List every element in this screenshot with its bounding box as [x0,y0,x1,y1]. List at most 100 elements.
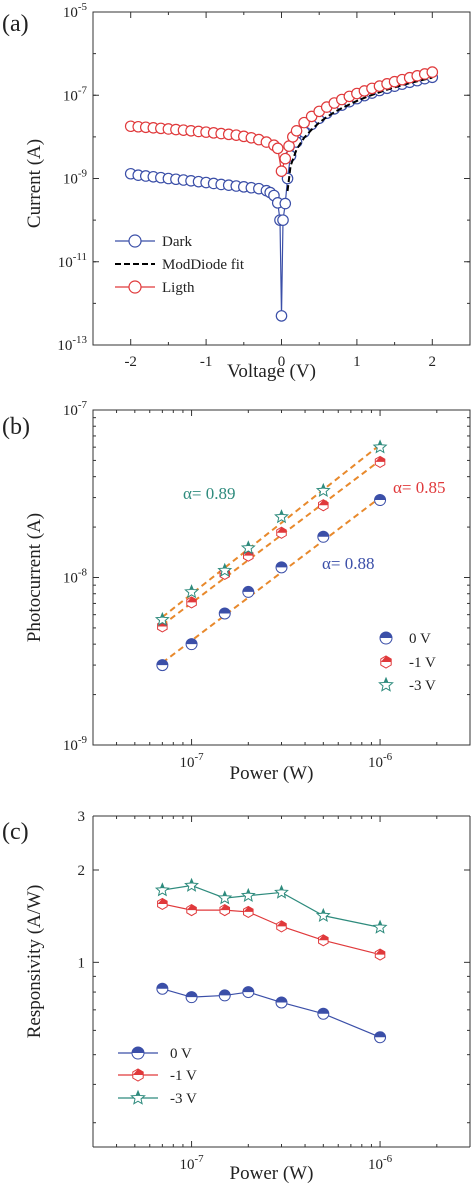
panel-c-point-2-0 [154,882,170,897]
panel-b-point-2-1-fill [185,585,198,590]
panel-b-point-2-1-outline [184,584,199,599]
panel-c-legend-marker-2 [130,1089,146,1105]
panel-c-point-2-4-outline [274,884,289,899]
panel-c-point-2-6-outline [372,919,388,934]
panel-b-point-2-5 [315,482,331,497]
panel-c-point-0-3 [242,986,255,999]
panel-b-point-1-4-fill [276,527,287,533]
panel-a-point-2-22 [279,152,292,165]
panel-b-point-2-3-fill [242,541,255,546]
panel-b-point-0-3 [242,585,255,598]
panel-b-point-2-0 [154,611,170,626]
panel-a-point-0-24 [277,214,289,226]
panel-c-point-0-4 [275,996,288,1009]
panel-a-point-2-43 [426,66,439,78]
panel-c-point-0-0 [156,982,169,995]
panel-a-point-2-43-shape [426,66,439,78]
panel-c-point-2-4-fill [275,885,288,891]
panel-c-point-0-3-fill [242,986,254,993]
panel-b-point-2-3-outline [240,540,256,555]
panel-c-point-1-4 [276,920,287,933]
panel-c-xtick-label-1: 10-6 [368,1153,393,1173]
panel-c-point-2-5-fill [317,909,330,914]
panel-b-point-2-2-fill [218,564,231,569]
panel-b-xtick-label-1: 10-6 [368,751,393,771]
panel-c-label: (c) [2,819,29,845]
panel-a-point-0-23-shape [275,310,288,322]
panel-c-point-2-0-fill [156,883,169,889]
panel-b-point-0-1-fill [186,638,198,645]
panel-b-point-2-5-fill [317,484,330,489]
panel-a-ytick-label-4: 10-5 [63,1,88,21]
panel-a-point-2-26-shape [298,116,310,129]
panel-c-xtick-label-0: 10-7 [179,1153,204,1173]
panel-b-annotation-1: α= 0.85 [393,478,446,497]
panel-b-point-1-6 [374,455,386,468]
panel-b-ytick-label-2: 10-7 [63,399,88,419]
panel-a-ytick-label-2: 10-9 [63,168,88,188]
panel-b-legend-marker-1 [380,655,392,669]
panel-b-point-2-2-outline [217,562,233,577]
panel-c-point-2-3-fill [242,889,255,894]
panel-b-point-1-6-fill [375,456,385,462]
panel-a-point-0-25-shape [279,197,292,210]
panel-c-point-2-3 [240,887,256,902]
panel-b-ytick-label-1: 10-8 [63,567,88,587]
panel-c-legend-marker-1 [132,1068,144,1082]
panel-b-point-2-4-fill [275,510,288,515]
panel-b-ylabel: Photocurrent (A) [24,513,45,642]
panel-a-point-0-24-shape [277,214,289,226]
panel-c-point-0-5 [317,1007,330,1020]
panel-c-point-2-6 [372,919,388,934]
panel-c-point-2-6-fill [373,920,387,926]
panel-c-legend-label-0: 0 V [170,1046,192,1062]
panel-b-point-1-0-fill [157,620,168,627]
panel-c-point-1-3 [243,905,254,919]
panel-a-point-2-20-shape [271,142,284,155]
panel-a-legend-label-0: Dark [162,234,192,250]
panel-c-point-1-4-fill [276,920,287,927]
panel-a-point-0-25 [279,197,292,210]
panel-a-legend-label-1: ModDiode fit [162,257,245,273]
panel-c-point-1-3-fill [243,906,254,912]
panel-b-legend-marker-2 [378,676,394,692]
panel-b-point-0-6 [374,494,387,507]
panel-b-point-0-1 [185,638,198,651]
panel-c-point-0-1-fill [186,991,198,998]
panel-b-point-2-1 [184,584,199,599]
panel-c-point-2-5 [315,907,331,922]
panel-b-point-2-4 [274,509,289,524]
panel-a-ytick-label-3: 10-7 [63,84,88,104]
panel-b-legend-label-2: -3 V [409,678,436,694]
panel-b-point-2-3 [240,540,256,555]
panel-b-legend-label-1: -1 V [409,655,436,671]
panel-b-ytick-label-0: 10-9 [63,734,88,754]
panel-a-point-2-25 [290,124,303,137]
panel-a-point-2-21 [275,165,288,177]
panel-c-point-1-2-fill [219,904,230,911]
panel-a-point-2-22-shape [279,152,292,165]
panel-b-point-0-0 [156,659,169,672]
panel-b-point-1-5 [318,499,329,512]
panel-c-legend-marker-0 [131,1046,145,1060]
panel-a-xlabel: Voltage (V) [227,361,316,382]
panel-b-point-0-3-fill [242,586,254,592]
panel-c-legend-label-1: -1 V [170,1068,197,1084]
panel-b-fit-line-1 [161,459,381,626]
panel-c-point-0-5-fill [317,1008,329,1014]
panel-b-annotation-0: α= 0.89 [183,484,236,503]
panel-c-point-1-1 [186,904,197,917]
panel-a-xtick-label-2: 0 [278,354,286,370]
panel-b-point-2-2 [217,562,233,577]
panel-a-point-0-26 [281,172,294,185]
panel-b-legend-label-0: 0 V [409,631,431,647]
panel-b-legend-marker-0 [379,631,393,645]
panel-c-point-1-0 [157,897,168,911]
panel-c-point-1-5 [318,934,329,947]
panel-a-legend-marker-2 [128,280,142,294]
panel-b-point-1-4 [276,526,287,539]
panel-c-point-2-4 [274,884,289,899]
panel-b-fit-line-0 [161,496,381,664]
panel-c-point-0-2 [218,989,231,1002]
panel-c-point-2-2-outline [217,890,233,905]
